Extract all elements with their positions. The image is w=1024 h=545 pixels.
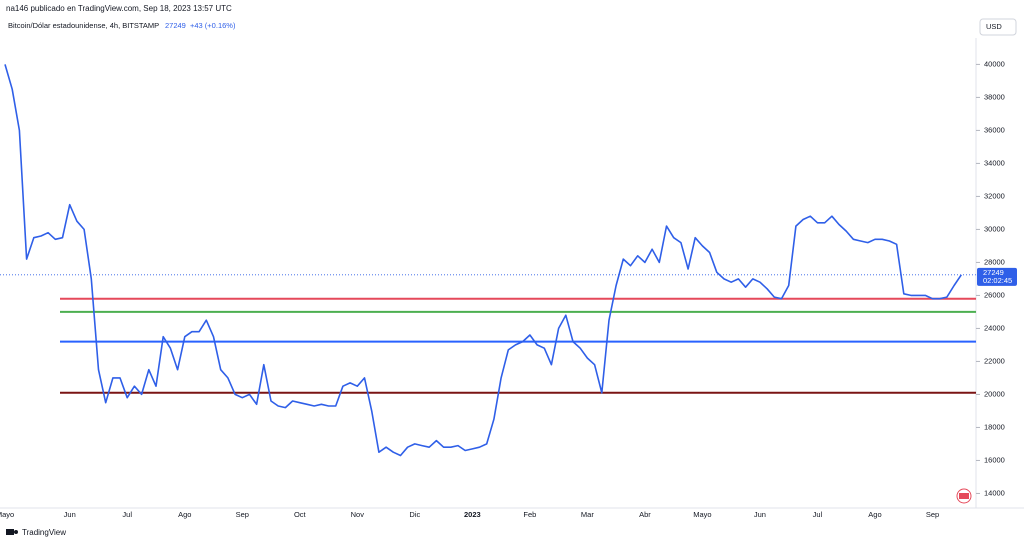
y-tick-label: 24000	[984, 323, 1005, 332]
symbol-title: Bitcoin/Dólar estadounidense, 4h, BITSTA…	[8, 21, 159, 30]
y-tick-label: 14000	[984, 488, 1005, 497]
x-tick-label: Feb	[523, 510, 536, 519]
y-tick-label: 28000	[984, 257, 1005, 266]
price-tag	[977, 267, 1017, 286]
footer: TradingView	[22, 528, 66, 537]
y-tick-label: 26000	[984, 290, 1005, 299]
x-tick-label: Jun	[754, 510, 766, 519]
header-price: 27249	[165, 21, 186, 30]
x-tick-label: Oct	[294, 510, 307, 519]
x-tick-label: Dic	[409, 510, 420, 519]
x-tick-label: Mayo	[693, 510, 711, 519]
x-tick-label: Abr	[639, 510, 651, 519]
x-tick-label: Nov	[351, 510, 365, 519]
x-tick-label: Jul	[813, 510, 823, 519]
flag-icon	[956, 488, 972, 504]
y-tick-label: 36000	[984, 125, 1005, 134]
x-tick-label: 2023	[464, 510, 481, 519]
countdown: 02:02:45	[983, 276, 1012, 285]
y-tick-label: 30000	[984, 224, 1005, 233]
y-tick-label: 18000	[984, 422, 1005, 431]
x-tick-label: Mayo	[0, 510, 14, 519]
y-tick-label: 32000	[984, 191, 1005, 200]
header-change: +43 (+0.16%)	[190, 21, 236, 30]
x-tick-label: Ago	[178, 510, 191, 519]
y-tick-label: 16000	[984, 455, 1005, 464]
currency-box[interactable]	[979, 18, 1017, 36]
x-tick-label: Sep	[236, 510, 249, 519]
x-tick-label: Mar	[581, 510, 594, 519]
currency[interactable]: USD	[986, 22, 1002, 31]
x-tick-label: Jul	[122, 510, 132, 519]
y-tick-label: 34000	[984, 158, 1005, 167]
price-tag-value: 27249	[983, 268, 1004, 277]
x-tick-label: Ago	[868, 510, 881, 519]
x-tick-label: Sep	[926, 510, 939, 519]
y-tick-label: 38000	[984, 92, 1005, 101]
y-tick-label: 22000	[984, 356, 1005, 365]
price-line	[4, 64, 962, 457]
y-tick-label: 40000	[984, 59, 1005, 68]
publish-line: na146 publicado en TradingView.com, Sep …	[6, 4, 232, 13]
footer-logo	[6, 529, 18, 535]
x-tick-label: Jun	[64, 510, 76, 519]
y-tick-label: 20000	[984, 389, 1005, 398]
